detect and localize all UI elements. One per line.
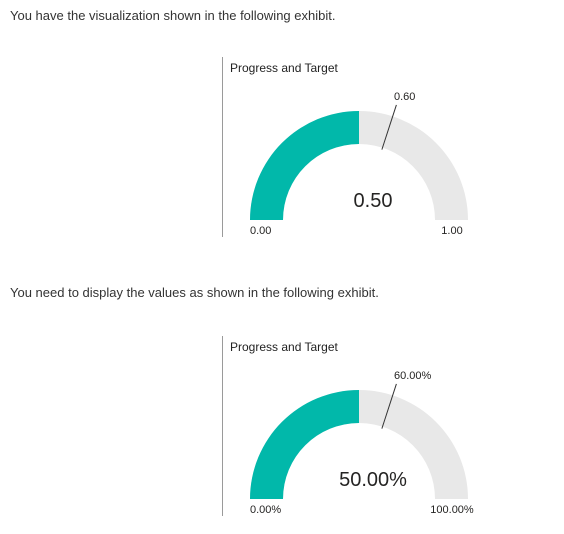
exhibit-1-prompt: You have the visualization shown in the … (10, 8, 336, 23)
gauge-1-title: Progress and Target (230, 61, 338, 75)
gauge-2-title: Progress and Target (230, 340, 338, 354)
exhibit-1: Progress and Target 0.50 0.60 0.00 1.00 (222, 57, 522, 237)
gauge-2-fill (250, 390, 359, 499)
exhibit-2: Progress and Target 50.00% 60.00% 0.00% … (222, 336, 522, 516)
gauge-1-max-label: 1.00 (441, 225, 462, 237)
gauge-2-chart: 50.00% 60.00% 0.00% 100.00% (250, 370, 474, 516)
gauge-2-target-marker (381, 383, 397, 429)
gauge-1-min-label: 0.00 (250, 225, 271, 237)
gauge-2-max-label: 100.00% (430, 504, 474, 516)
gauge-1-fill (250, 111, 359, 220)
gauge-2-min-label: 0.00% (250, 504, 281, 516)
gauge-1-chart: 0.50 0.60 0.00 1.00 (250, 91, 468, 237)
exhibit-1-divider (222, 57, 223, 237)
exhibit-2-prompt: You need to display the values as shown … (10, 285, 379, 300)
exhibit-2-divider (222, 336, 223, 516)
gauge-1-value-label: 0.50 (354, 190, 393, 212)
gauge-1-target-label: 0.60 (394, 91, 415, 103)
gauge-2-value-label: 50.00% (339, 469, 407, 491)
gauge-1-target-marker (381, 104, 397, 150)
gauge-2-target-label: 60.00% (394, 370, 432, 382)
